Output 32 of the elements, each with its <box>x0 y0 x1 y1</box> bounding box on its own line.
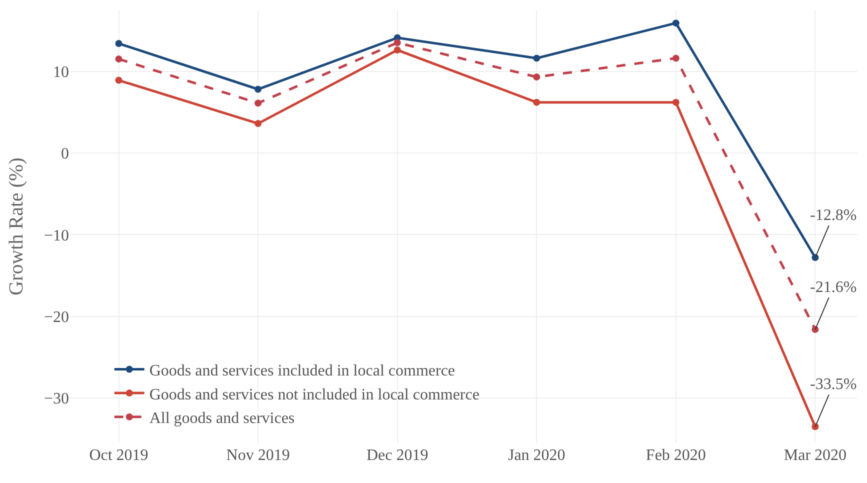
point <box>115 40 122 47</box>
x-tick-label: Feb 2020 <box>646 447 706 464</box>
x-tick-label: Dec 2019 <box>366 447 428 464</box>
legend-label: Goods and services included in local commerce <box>149 362 456 380</box>
y-tick-label: −30 <box>44 390 69 408</box>
y-tick-label: 10 <box>53 64 69 81</box>
x-tick-label: Nov 2019 <box>226 447 290 464</box>
y-tick-label: −20 <box>44 308 69 326</box>
x-tick-label: Mar 2020 <box>784 447 847 464</box>
y-tick-label: 0 <box>61 146 69 163</box>
point <box>533 54 540 62</box>
annotation: -33.5% <box>810 376 857 393</box>
point <box>672 98 680 106</box>
legend-label: Goods and services not included in local commerce <box>149 386 480 404</box>
y-axis-title: Growth Rate (%) <box>5 158 28 296</box>
legend-label: All goods and services <box>149 410 295 428</box>
y-tick-label: −10 <box>44 227 69 244</box>
x-tick-label: Jan 2020 <box>508 447 566 464</box>
point <box>672 54 680 62</box>
annotation: -21.6% <box>810 279 857 296</box>
point <box>533 98 540 106</box>
point <box>394 46 401 54</box>
point <box>254 100 262 107</box>
point <box>394 39 401 46</box>
point <box>672 20 680 27</box>
point <box>254 120 262 128</box>
point <box>533 73 540 80</box>
point <box>115 76 122 84</box>
x-tick-label: Oct 2019 <box>89 447 148 464</box>
point <box>254 86 262 93</box>
annotation: -12.8% <box>810 207 857 224</box>
point <box>115 56 122 63</box>
